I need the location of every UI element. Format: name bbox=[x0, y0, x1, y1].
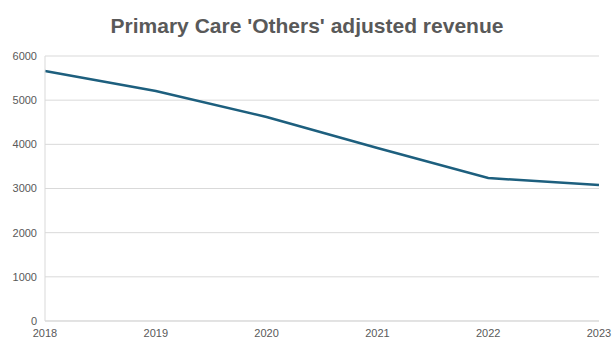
svg-text:2018: 2018 bbox=[33, 327, 57, 339]
svg-text:2020: 2020 bbox=[254, 327, 278, 339]
svg-text:2019: 2019 bbox=[144, 327, 168, 339]
svg-text:4000: 4000 bbox=[13, 138, 37, 150]
html-text:Primary Care 'Others' adjusted: Primary Care 'Others' adjusted revenue bbox=[110, 14, 504, 37]
svg-text:6000: 6000 bbox=[13, 50, 37, 62]
svg-text:2000: 2000 bbox=[13, 227, 37, 239]
svg-text:3000: 3000 bbox=[13, 182, 37, 194]
svg-text:2021: 2021 bbox=[365, 327, 389, 339]
svg-text:1000: 1000 bbox=[13, 271, 37, 283]
svg-text:0: 0 bbox=[31, 315, 37, 327]
svg-text:2022: 2022 bbox=[476, 327, 500, 339]
svg-text:5000: 5000 bbox=[13, 94, 37, 106]
svg-text:2023: 2023 bbox=[587, 327, 606, 339]
